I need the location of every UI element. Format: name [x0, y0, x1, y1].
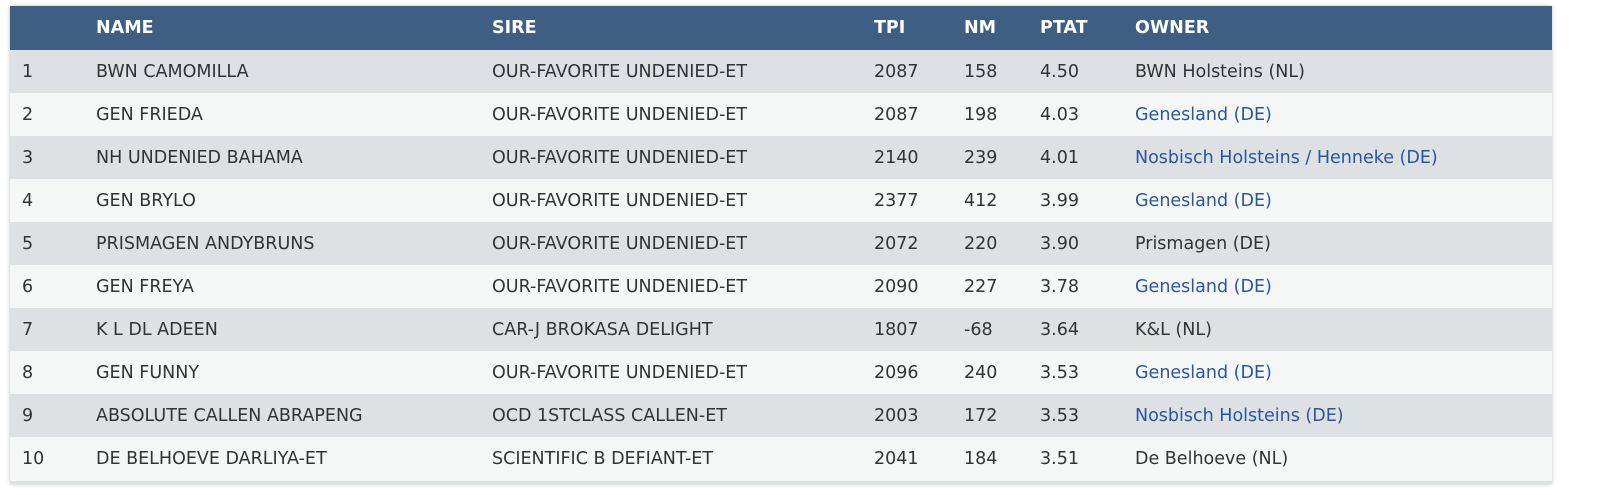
- table-row: 5 PRISMAGEN ANDYBRUNS OUR-FAVORITE UNDENIE…: [10, 222, 1552, 265]
- cell-ptat: 4.03: [1040, 104, 1079, 125]
- cell-owner: K&L (NL): [1135, 319, 1212, 340]
- header-owner[interactable]: OWNER: [1135, 6, 1552, 50]
- header-ptat[interactable]: PTAT: [1040, 6, 1135, 50]
- cell-sire: OUR-FAVORITE UNDENIED-ET: [492, 190, 748, 211]
- cell-name: NH UNDENIED BAHAMA: [96, 147, 303, 168]
- cell-sire: OUR-FAVORITE UNDENIED-ET: [492, 233, 748, 254]
- table-row: 9 ABSOLUTE CALLEN ABRAPENG OCD 1STCLASS CA…: [10, 394, 1552, 437]
- table-row: 1 BWN CAMOMILLA OUR-FAVORITE UNDENIED-ET 20…: [10, 50, 1552, 93]
- cell-owner: Prismagen (DE): [1135, 233, 1271, 254]
- cell-rank: 3: [22, 147, 34, 168]
- cell-tpi: 2003: [874, 405, 919, 426]
- owner-link[interactable]: Genesland (DE): [1135, 190, 1272, 211]
- cell-nm: 184: [964, 448, 998, 469]
- owner-link[interactable]: Genesland (DE): [1135, 104, 1272, 125]
- header-tpi[interactable]: TPI: [874, 6, 964, 50]
- cell-sire: SCIENTIFIC B DEFIANT-ET: [492, 448, 714, 469]
- cell-ptat: 3.78: [1040, 276, 1079, 297]
- cell-ptat: 3.53: [1040, 405, 1079, 426]
- cell-tpi: 2377: [874, 190, 919, 211]
- table-row: 7 K L DL ADEEN CAR-J BROKASA DELIGHT 1807 -6…: [10, 308, 1552, 351]
- cell-nm: 239: [964, 147, 998, 168]
- table-bottom-border: [10, 481, 1552, 484]
- table-row: 8 GEN FUNNY OUR-FAVORITE UNDENIED-ET 2096 24…: [10, 351, 1552, 394]
- cell-rank: 6: [22, 276, 34, 297]
- cell-ptat: 4.50: [1040, 61, 1079, 82]
- cell-tpi: 2096: [874, 362, 919, 383]
- cell-rank: 5: [22, 233, 34, 254]
- cell-rank: 2: [22, 104, 34, 125]
- cell-name: GEN BRYLO: [96, 190, 196, 211]
- cell-name: BWN CAMOMILLA: [96, 61, 249, 82]
- owner-link[interactable]: Nosbisch Holsteins / Henneke (DE): [1135, 147, 1438, 168]
- cell-name: K L DL ADEEN: [96, 319, 218, 340]
- cell-name: PRISMAGEN ANDYBRUNS: [96, 233, 315, 254]
- header-name[interactable]: NAME: [96, 6, 492, 50]
- cell-sire: OUR-FAVORITE UNDENIED-ET: [492, 61, 748, 82]
- cell-sire: OUR-FAVORITE UNDENIED-ET: [492, 104, 748, 125]
- cell-name: DE BELHOEVE DARLIYA-ET: [96, 448, 327, 469]
- cell-name: GEN FUNNY: [96, 362, 200, 383]
- cell-owner: Genesland (DE): [1135, 265, 1552, 308]
- cell-nm: 227: [964, 276, 998, 297]
- cell-name: GEN FRIEDA: [96, 104, 203, 125]
- cell-nm: -68: [964, 319, 993, 340]
- cell-ptat: 3.90: [1040, 233, 1079, 254]
- cell-owner: Genesland (DE): [1135, 93, 1552, 136]
- cell-nm: 158: [964, 61, 998, 82]
- cell-owner: Nosbisch Holsteins (DE): [1135, 394, 1552, 437]
- cell-rank: 8: [22, 362, 34, 383]
- cell-ptat: 3.64: [1040, 319, 1079, 340]
- ranking-table: NAME SIRE TPI NM PTAT OWNER 1 BWN CAMOMIL…: [10, 6, 1552, 480]
- cell-tpi: 1807: [874, 319, 919, 340]
- table-row: 6 GEN FREYA OUR-FAVORITE UNDENIED-ET 2090 22…: [10, 265, 1552, 308]
- cell-rank: 9: [22, 405, 34, 426]
- table-row: 4 GEN BRYLO OUR-FAVORITE UNDENIED-ET 2377 41…: [10, 179, 1552, 222]
- cell-sire: OUR-FAVORITE UNDENIED-ET: [492, 147, 748, 168]
- cell-tpi: 2090: [874, 276, 919, 297]
- cell-nm: 240: [964, 362, 998, 383]
- cell-sire: CAR-J BROKASA DELIGHT: [492, 319, 713, 340]
- table-header-row: NAME SIRE TPI NM PTAT OWNER: [10, 6, 1552, 50]
- cell-tpi: 2140: [874, 147, 919, 168]
- cell-rank: 10: [22, 448, 45, 469]
- cell-rank: 1: [22, 61, 34, 82]
- cell-rank: 4: [22, 190, 34, 211]
- header-sire[interactable]: SIRE: [492, 6, 874, 50]
- cell-name: GEN FREYA: [96, 276, 194, 297]
- cell-nm: 172: [964, 405, 998, 426]
- cell-name: ABSOLUTE CALLEN ABRAPENG: [96, 405, 363, 426]
- cell-sire: OUR-FAVORITE UNDENIED-ET: [492, 362, 748, 383]
- owner-link[interactable]: Genesland (DE): [1135, 276, 1272, 297]
- cell-ptat: 4.01: [1040, 147, 1079, 168]
- cell-nm: 220: [964, 233, 998, 254]
- cell-nm: 198: [964, 104, 998, 125]
- cell-sire: OCD 1STCLASS CALLEN-ET: [492, 405, 727, 426]
- cell-tpi: 2041: [874, 448, 919, 469]
- table-row: 3 NH UNDENIED BAHAMA OUR-FAVORITE UNDENIED…: [10, 136, 1552, 179]
- table-row: 2 GEN FRIEDA OUR-FAVORITE UNDENIED-ET 2087 1…: [10, 93, 1552, 136]
- cell-nm: 412: [964, 190, 998, 211]
- cell-owner: De Belhoeve (NL): [1135, 448, 1289, 469]
- cell-ptat: 3.53: [1040, 362, 1079, 383]
- cell-owner: Genesland (DE): [1135, 179, 1552, 222]
- cell-owner: Nosbisch Holsteins / Henneke (DE): [1135, 136, 1552, 179]
- cell-owner: BWN Holsteins (NL): [1135, 61, 1305, 82]
- owner-link[interactable]: Nosbisch Holsteins (DE): [1135, 405, 1344, 426]
- cell-tpi: 2087: [874, 61, 919, 82]
- cell-tpi: 2087: [874, 104, 919, 125]
- cell-ptat: 3.99: [1040, 190, 1079, 211]
- cell-ptat: 3.51: [1040, 448, 1079, 469]
- owner-link[interactable]: Genesland (DE): [1135, 362, 1272, 383]
- cell-tpi: 2072: [874, 233, 919, 254]
- ranking-table-container: NAME SIRE TPI NM PTAT OWNER 1 BWN CAMOMIL…: [10, 6, 1552, 484]
- cell-sire: OUR-FAVORITE UNDENIED-ET: [492, 276, 748, 297]
- cell-rank: 7: [22, 319, 34, 340]
- header-rank: [10, 6, 96, 50]
- cell-owner: Genesland (DE): [1135, 351, 1552, 394]
- header-nm[interactable]: NM: [964, 6, 1040, 50]
- table-row: 10 DE BELHOEVE DARLIYA-ET SCIENTIFIC B DEF…: [10, 437, 1552, 480]
